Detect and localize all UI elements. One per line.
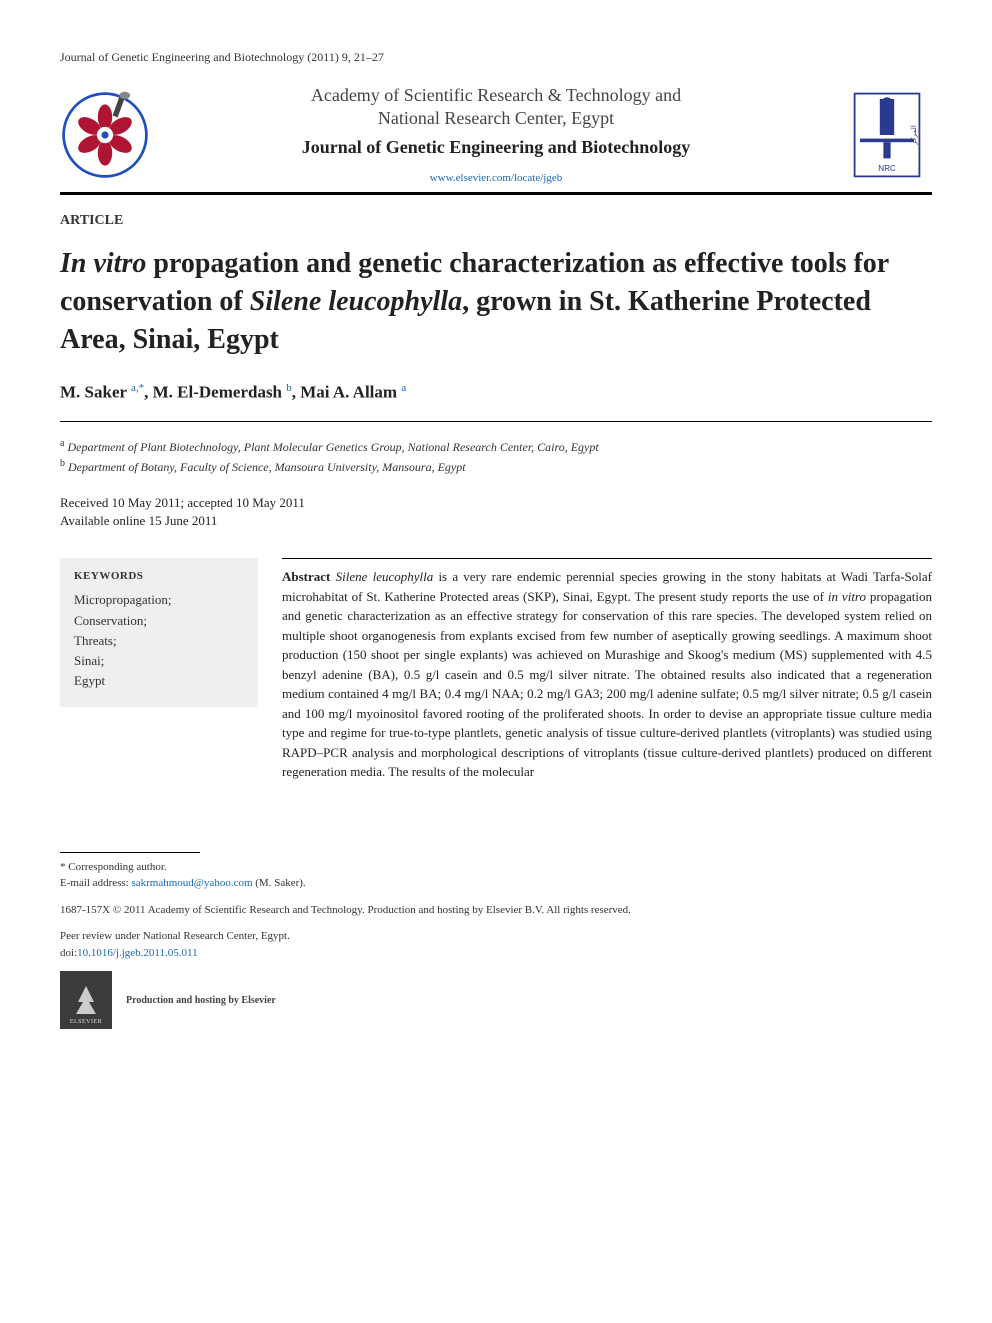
email-tail: (M. Saker). xyxy=(253,877,306,889)
author-3-name: Mai A. Allam xyxy=(300,383,401,402)
academy-line-2: National Research Center, Egypt xyxy=(162,108,830,129)
online-date: Available online 15 June 2011 xyxy=(60,512,932,530)
journal-url: www.elsevier.com/locate/jgeb xyxy=(162,172,830,184)
authors-rule xyxy=(60,421,932,422)
affiliation-b-text: Department of Botany, Faculty of Science… xyxy=(68,460,466,474)
journal-logo-left xyxy=(60,90,150,180)
title-italic-1: In vitro xyxy=(60,248,146,279)
keyword-item: Sinai; xyxy=(74,651,244,671)
author-1-aff-link[interactable]: a, xyxy=(131,382,139,394)
svg-text:NRC: NRC xyxy=(878,164,896,173)
peer-doi-block: Peer review under National Research Cent… xyxy=(60,928,932,961)
journal-reference: Journal of Genetic Engineering and Biote… xyxy=(60,50,932,65)
footnote-separator xyxy=(60,852,200,853)
peer-review-line: Peer review under National Research Cent… xyxy=(60,928,932,945)
keyword-item: Micropropagation; xyxy=(74,590,244,610)
academy-line-1: Academy of Scientific Research & Technol… xyxy=(162,85,830,106)
title-italic-2: Silene leucophylla xyxy=(250,286,462,317)
keyword-item: Egypt xyxy=(74,671,244,691)
affiliation-a: a Department of Plant Biotechnology, Pla… xyxy=(60,436,932,456)
journal-name: Journal of Genetic Engineering and Biote… xyxy=(162,137,830,158)
affiliation-b: b Department of Botany, Faculty of Scien… xyxy=(60,456,932,476)
article-title: In vitro propagation and genetic charact… xyxy=(60,245,932,358)
email-line: E-mail address: sakrmahmoud@yahoo.com (M… xyxy=(60,875,932,892)
production-hosting-text: Production and hosting by Elsevier xyxy=(126,993,276,1008)
abstract-italic-1: Silene leucophylla xyxy=(336,569,434,584)
production-row: ELSEVIER Production and hosting by Elsev… xyxy=(60,971,932,1029)
keyword-item: Conservation; xyxy=(74,611,244,631)
email-label: E-mail address: xyxy=(60,877,131,889)
nrc-logo-right: NRC المركز xyxy=(842,90,932,180)
elsevier-logo: ELSEVIER xyxy=(60,971,112,1029)
keywords-list: Micropropagation; Conservation; Threats;… xyxy=(74,590,244,691)
corresponding-author-block: * Corresponding author. E-mail address: … xyxy=(60,859,932,892)
article-type-label: ARTICLE xyxy=(60,213,932,229)
corresponding-label: * Corresponding author. xyxy=(60,859,932,876)
abstract-text-2: propagation and genetic characterization… xyxy=(282,589,932,780)
author-sep-2: , xyxy=(292,383,301,402)
elsevier-tree-icon xyxy=(68,982,104,1018)
abstract-column: Abstract Silene leucophylla is a very ra… xyxy=(282,558,932,782)
elsevier-label: ELSEVIER xyxy=(70,1018,102,1027)
author-3-aff-link[interactable]: a xyxy=(401,382,406,394)
doi-line: doi:10.1016/j.jgeb.2011.05.011 xyxy=(60,945,932,962)
abstract-top-rule xyxy=(282,558,932,559)
author-1-name: M. Saker xyxy=(60,383,131,402)
email-link[interactable]: sakrmahmoud@yahoo.com xyxy=(131,877,252,889)
keywords-heading: KEYWORDS xyxy=(74,570,244,582)
affiliations: a Department of Plant Biotechnology, Pla… xyxy=(60,436,932,476)
author-2-name: M. El-Demerdash xyxy=(153,383,287,402)
journal-url-link[interactable]: www.elsevier.com/locate/jgeb xyxy=(430,172,562,184)
article-dates: Received 10 May 2011; accepted 10 May 20… xyxy=(60,494,932,530)
keyword-item: Threats; xyxy=(74,631,244,651)
footnotes: * Corresponding author. E-mail address: … xyxy=(60,859,932,1030)
svg-text:المركز: المركز xyxy=(909,125,918,146)
copyright-block: 1687-157X © 2011 Academy of Scientific R… xyxy=(60,902,932,919)
abstract-italic-2: in vitro xyxy=(828,589,866,604)
affiliation-a-text: Department of Plant Biotechnology, Plant… xyxy=(67,440,598,454)
masthead: Academy of Scientific Research & Technol… xyxy=(60,85,932,184)
doi-label: doi: xyxy=(60,947,77,959)
author-sep-1: , xyxy=(144,383,153,402)
received-accepted-date: Received 10 May 2011; accepted 10 May 20… xyxy=(60,494,932,512)
abstract-label: Abstract xyxy=(282,569,330,584)
keywords-box: KEYWORDS Micropropagation; Conservation;… xyxy=(60,558,258,707)
masthead-rule xyxy=(60,192,932,195)
doi-link[interactable]: 10.1016/j.jgeb.2011.05.011 xyxy=(77,947,197,959)
authors-line: M. Saker a,*, M. El-Demerdash b, Mai A. … xyxy=(60,382,932,403)
